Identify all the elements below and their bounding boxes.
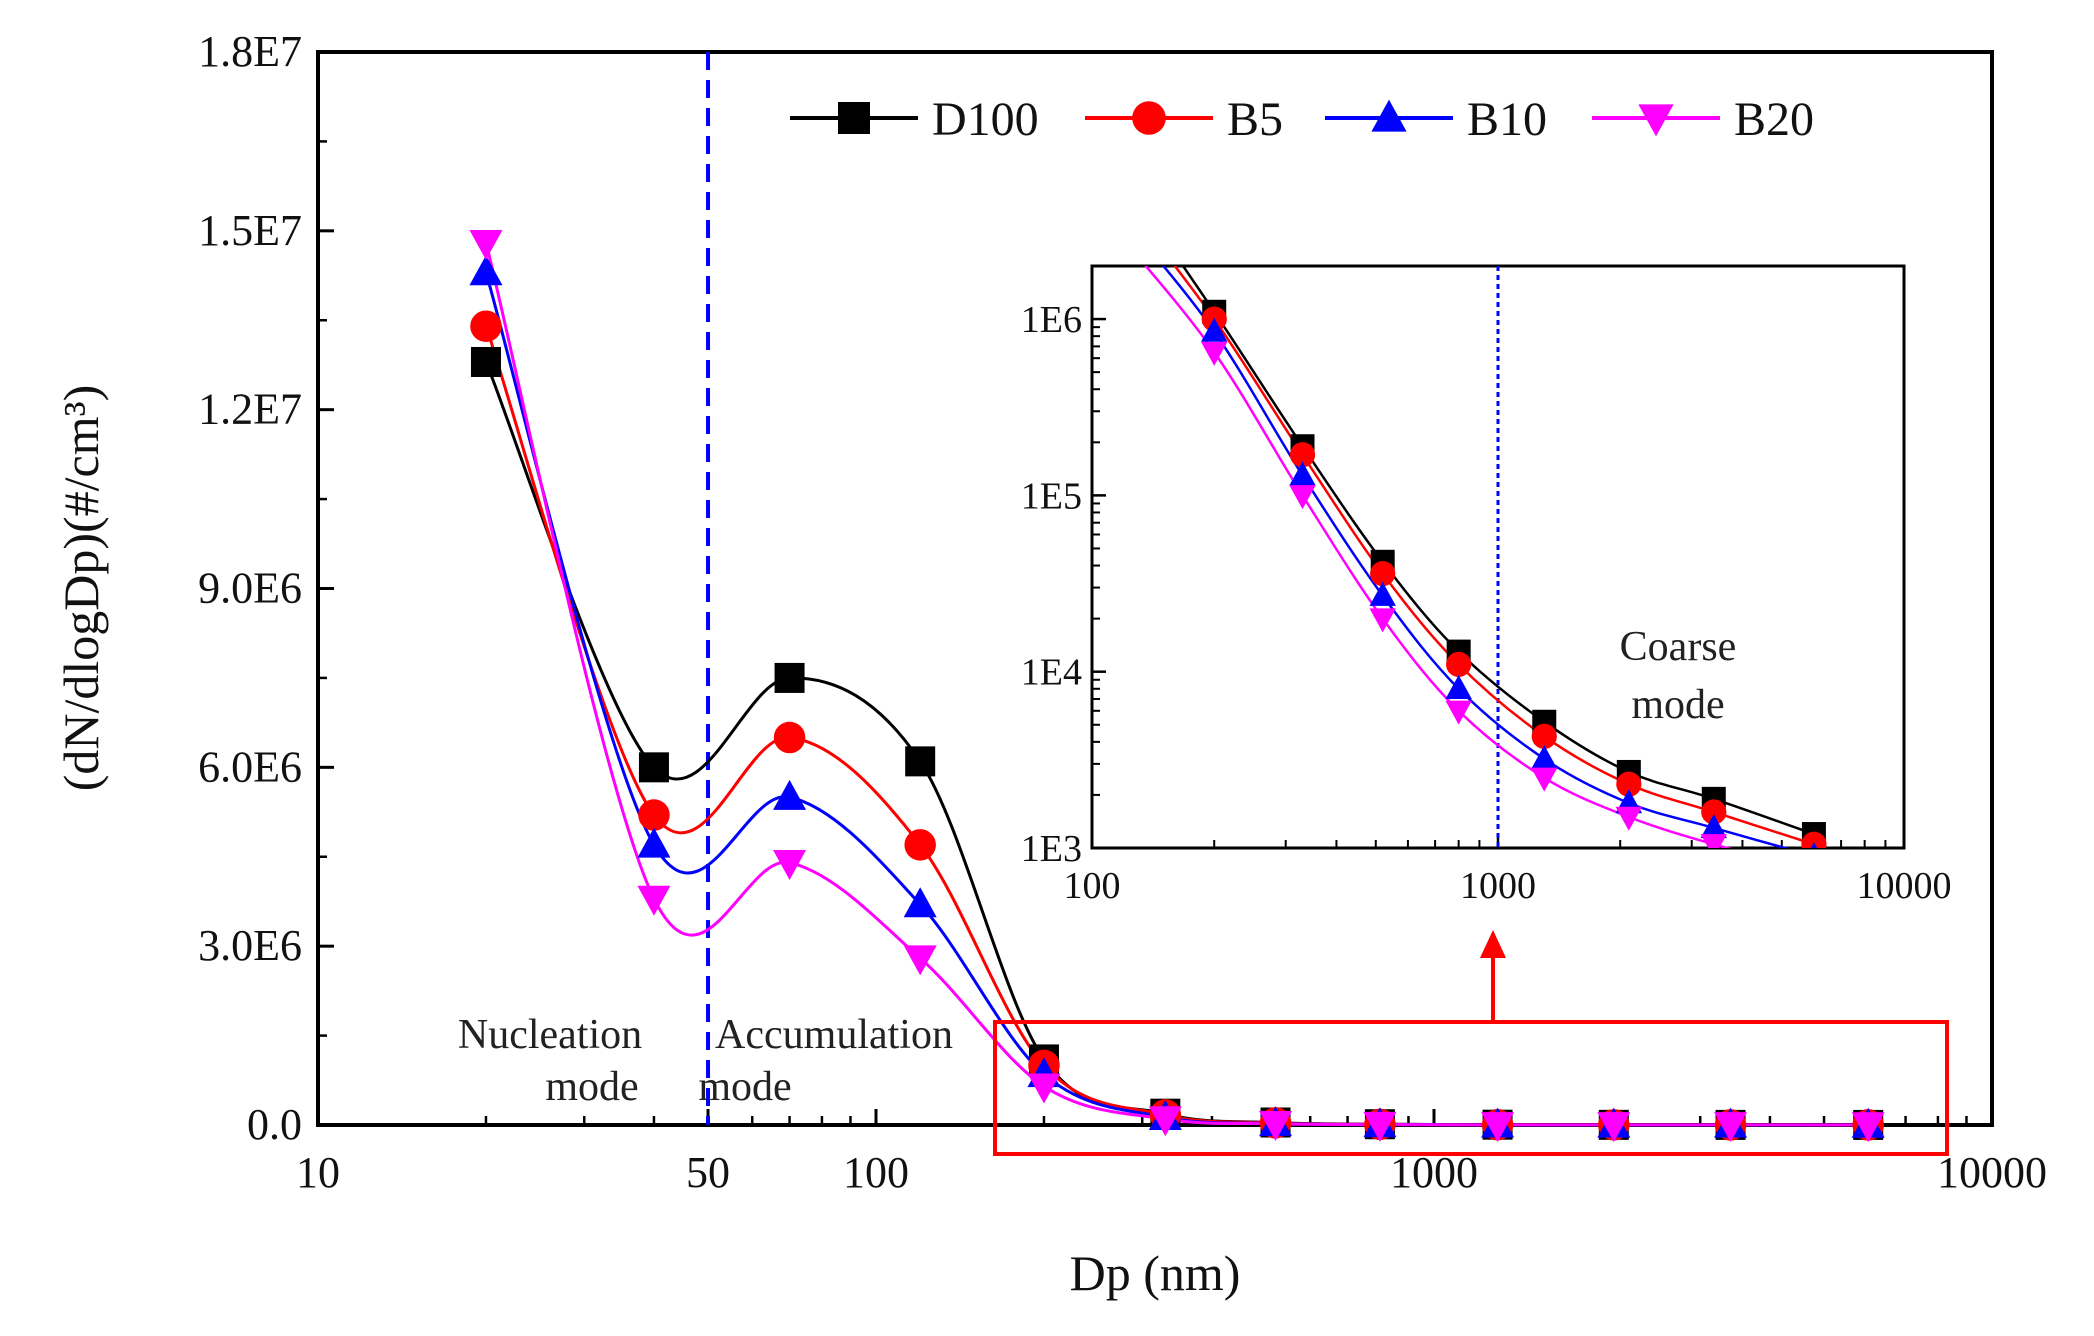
y-tick-label: 6.0E6 — [198, 742, 302, 791]
legend-marker-B20 — [1638, 104, 1674, 137]
inset-series-line-B10 — [1161, 266, 1790, 848]
inset-data-point-B5 — [1289, 442, 1316, 468]
inset-x-axis: 100 1000 10000 — [1064, 834, 1952, 907]
inset-series-line-B5 — [1173, 266, 1815, 846]
nucleation-label: Nucleation — [458, 1012, 642, 1058]
inset-y-axis: 1E3 1E4 1E5 1E6 — [1021, 299, 1106, 870]
data-point-B20 — [637, 885, 671, 916]
inset-data-point-B5 — [1370, 561, 1396, 587]
accumulation-mode-label: mode — [698, 1064, 791, 1110]
inset-arrow-head — [1480, 930, 1506, 958]
legend-label-B10: B10 — [1467, 93, 1547, 146]
nucleation-mode-label: mode — [545, 1064, 638, 1110]
coarse-mode-label: mode — [1631, 682, 1724, 728]
data-point-B10 — [637, 827, 671, 858]
data-point-D100 — [905, 746, 936, 777]
inset-series-group — [1144, 266, 1827, 884]
inset-data-point-B10 — [1445, 674, 1472, 699]
data-point-B20 — [1148, 1106, 1182, 1137]
main-chart: 10 50 100 1000 10000 0.0 3.0E6 6.0E6 9.0E6 1.2E7… — [53, 27, 2047, 1301]
data-point-B5 — [638, 799, 670, 831]
inset-data-point-B20 — [1700, 834, 1727, 848]
data-point-D100 — [470, 346, 501, 377]
inset-x-tick-label: 1000 — [1460, 865, 1536, 907]
y-tick-label: 1.8E7 — [198, 27, 302, 76]
inset-data-point-B10 — [1700, 814, 1727, 839]
data-point-D100 — [774, 662, 805, 693]
inset-chart: 100 1000 10000 1E3 1E4 1E5 1E6 Coarse mode — [1021, 264, 1952, 907]
data-point-B10 — [469, 255, 503, 286]
legend-marker-B10 — [1371, 99, 1407, 132]
x-tick-label: 10 — [296, 1148, 340, 1197]
data-point-B20 — [469, 230, 503, 261]
y-tick-label: 3.0E6 — [198, 921, 302, 970]
y-tick-label: 1.5E7 — [198, 206, 302, 255]
data-point-B20 — [1259, 1111, 1293, 1142]
coarse-region-highlight — [993, 1020, 1949, 1156]
x-tick-label: 100 — [843, 1148, 909, 1197]
data-point-B20 — [903, 945, 937, 976]
x-axis-title: Dp (nm) — [1070, 1245, 1241, 1301]
data-point-D100 — [638, 752, 669, 783]
inset-data-point-B5 — [1616, 771, 1642, 797]
inset-data-point-B10 — [1369, 581, 1396, 606]
data-point-B20 — [1851, 1112, 1885, 1143]
main-series-group — [469, 230, 1885, 1143]
data-point-B5 — [470, 310, 502, 342]
inset-y-tick-label: 1E5 — [1021, 475, 1082, 517]
inset-data-point-B20 — [1801, 860, 1827, 884]
inset-data-point-B10 — [1289, 461, 1316, 486]
inset-data-point-B5 — [1801, 831, 1827, 848]
data-point-B20 — [1481, 1112, 1515, 1143]
legend: D100 B5 B10 B20 — [790, 93, 1814, 146]
data-point-B10 — [773, 779, 807, 810]
inset-x-tick-label: 10000 — [1857, 865, 1952, 907]
y-tick-label: 0.0 — [247, 1100, 302, 1149]
data-point-B20 — [773, 849, 807, 880]
inset-x-tick-label: 100 — [1064, 865, 1121, 907]
coarse-label: Coarse — [1620, 624, 1737, 670]
inset-series-line-D100 — [1181, 266, 1815, 836]
data-point-B20 — [1714, 1112, 1748, 1143]
inset-data-point-B20 — [1289, 485, 1316, 510]
y-axis-title: (dN/dlogDp)(#/cm³) — [53, 385, 109, 792]
inset-y-tick-label: 1E3 — [1021, 828, 1082, 870]
inset-data-point-B20 — [1615, 806, 1643, 831]
legend-marker-D100 — [838, 102, 870, 134]
main-x-axis: 10 50 100 1000 10000 — [296, 1109, 2047, 1197]
inset-data-point-B10 — [1810, 842, 1818, 848]
inset-data-point-B10 — [1201, 317, 1228, 342]
x-tick-label: 1000 — [1390, 1148, 1478, 1197]
inset-data-point-B20 — [1201, 341, 1228, 366]
legend-label-B5: B5 — [1227, 93, 1283, 146]
legend-label-D100: D100 — [932, 93, 1039, 146]
data-point-B5 — [773, 721, 806, 754]
inset-series-line-B20 — [1144, 266, 1733, 848]
inset-data-point-B20 — [1445, 700, 1472, 725]
data-point-B20 — [1597, 1112, 1631, 1143]
data-point-B20 — [1363, 1111, 1397, 1142]
data-point-B10 — [903, 887, 937, 918]
inset-data-point-B20 — [1531, 767, 1558, 792]
legend-marker-B5 — [1132, 101, 1166, 135]
inset-data-point-B5 — [1701, 799, 1727, 825]
data-point-B5 — [904, 829, 936, 861]
inset-y-tick-label: 1E6 — [1021, 299, 1082, 341]
main-y-axis: 0.0 3.0E6 6.0E6 9.0E6 1.2E7 1.5E7 1.8E7 — [198, 27, 334, 1149]
y-tick-label: 9.0E6 — [198, 564, 302, 613]
inset-data-point-B5 — [1531, 723, 1557, 749]
x-tick-label: 10000 — [1937, 1148, 2047, 1197]
inset-y-tick-label: 1E4 — [1021, 652, 1082, 694]
y-tick-label: 1.2E7 — [198, 385, 302, 434]
x-tick-label: 50 — [686, 1148, 730, 1197]
inset-data-point-B5 — [1446, 651, 1472, 677]
inset-data-point-B20 — [1369, 608, 1396, 633]
legend-label-B20: B20 — [1734, 93, 1814, 146]
inset-data-point-B10 — [1531, 745, 1558, 770]
accumulation-label: Accumulation — [715, 1012, 953, 1058]
data-point-B20 — [1027, 1073, 1061, 1104]
